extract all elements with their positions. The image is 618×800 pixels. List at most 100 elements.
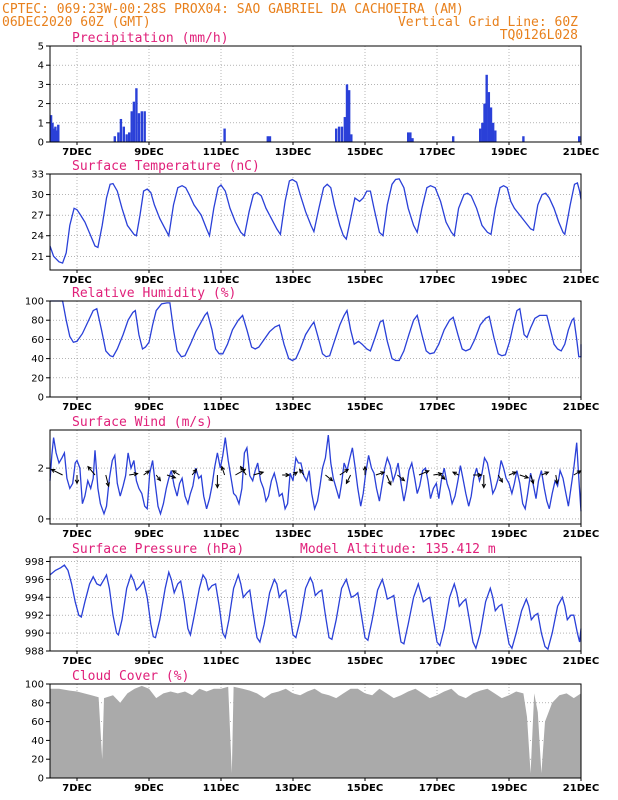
- x-tick-label: 11DEC: [203, 147, 239, 158]
- wind-vector: [240, 466, 247, 476]
- y-tick-label: 27: [31, 211, 44, 222]
- y-tick-label: 60: [31, 335, 44, 346]
- x-tick-label: 19DEC: [491, 656, 527, 667]
- x-tick-label: 21DEC: [563, 275, 599, 286]
- x-tick-label: 17DEC: [419, 402, 455, 413]
- x-tick-label: 11DEC: [203, 656, 239, 667]
- precip-bar: [143, 111, 146, 142]
- precip-bar: [223, 128, 226, 142]
- precip-bar: [491, 122, 495, 142]
- panel-0: Precipitation (mm/h) 0 1 2 3 4 5 7DEC 9DEC 11DEC 1…: [38, 31, 600, 158]
- wind-vector-head: [440, 475, 446, 481]
- wind-vector-head: [192, 468, 198, 474]
- panel-title: Precipitation (mm/h): [72, 31, 229, 46]
- precip-bar: [119, 118, 123, 142]
- wind-vector: [129, 473, 138, 476]
- precip-bar: [122, 126, 125, 142]
- x-tick-label: 7DEC: [62, 147, 91, 158]
- wind-vector-head: [344, 468, 350, 474]
- panel-title: Cloud Cover (%): [72, 669, 189, 684]
- x-tick-label: 13DEC: [275, 783, 311, 794]
- wind-vector: [191, 469, 197, 476]
- wind-vector: [345, 474, 352, 484]
- wind-vector-head: [285, 472, 291, 478]
- wind-vector: [299, 469, 305, 476]
- y-tick-label: 992: [25, 611, 44, 622]
- x-tick-label: 15DEC: [347, 402, 383, 413]
- y-tick-label: 80: [31, 698, 44, 709]
- y-tick-label: 24: [31, 231, 44, 242]
- header-date: 06DEC2020 60Z (GMT): [2, 15, 151, 30]
- x-tick-label: 17DEC: [419, 147, 455, 158]
- wind-vector-head: [259, 471, 265, 476]
- precip-bar: [411, 138, 414, 142]
- precip-bar: [54, 126, 57, 142]
- y-tick-label: 30: [31, 190, 44, 201]
- x-tick-label: 7DEC: [62, 529, 91, 540]
- precip-bar: [479, 128, 482, 142]
- x-tick-label: 11DEC: [203, 783, 239, 794]
- y-tick-label: 996: [25, 575, 44, 586]
- x-tick-label: 7DEC: [62, 783, 91, 794]
- wind-vector: [433, 473, 442, 476]
- y-tick-label: 1: [38, 118, 44, 129]
- x-tick-label: 7DEC: [62, 275, 91, 286]
- y-tick-label: 2: [38, 464, 44, 475]
- y-tick-label: 100: [25, 297, 44, 308]
- wind-vector: [87, 466, 96, 476]
- y-tick-label: 100: [25, 680, 44, 691]
- x-tick-label: 7DEC: [62, 656, 91, 667]
- precip-bar: [137, 113, 141, 142]
- wind-vector: [497, 474, 503, 483]
- x-tick-label: 21DEC: [563, 656, 599, 667]
- x-tick-label: 7DEC: [62, 402, 91, 413]
- panel-title: Surface Pressure (hPa): [72, 542, 244, 557]
- series-line: [49, 564, 582, 651]
- x-tick-label: 9DEC: [134, 147, 163, 158]
- wind-vector-head: [451, 471, 458, 476]
- wind-vector-head: [387, 480, 392, 486]
- wind-vector-head: [544, 471, 550, 476]
- wind-vector-head: [171, 474, 177, 479]
- wind-vector: [508, 471, 517, 476]
- x-tick-label: 21DEC: [563, 783, 599, 794]
- precip-bar: [350, 134, 353, 142]
- y-tick-label: 4: [38, 61, 44, 72]
- wind-vector: [253, 471, 264, 476]
- x-tick-label: 17DEC: [419, 783, 455, 794]
- panel-title: Relative Humidity (%): [72, 286, 236, 301]
- y-tick-label: 990: [25, 629, 44, 640]
- wind-vector-head: [477, 472, 483, 478]
- x-tick-label: 11DEC: [203, 275, 239, 286]
- wind-vector: [221, 466, 226, 476]
- y-tick-label: 33: [31, 170, 44, 181]
- x-tick-label: 17DEC: [419, 656, 455, 667]
- wind-vector-head: [511, 471, 518, 476]
- panel-4: Surface Pressure (hPa) Model Altitude: 13…: [25, 542, 599, 667]
- precip-bar: [132, 101, 136, 142]
- x-tick-label: 17DEC: [419, 275, 455, 286]
- x-tick-label: 11DEC: [203, 529, 239, 540]
- x-tick-label: 9DEC: [134, 275, 163, 286]
- x-tick-label: 17DEC: [419, 529, 455, 540]
- wind-vector-head: [400, 476, 406, 482]
- precip-bar: [125, 134, 128, 142]
- panel-title: Surface Temperature (nC): [72, 159, 260, 174]
- series-line: [49, 178, 582, 264]
- plot-frame: [49, 173, 582, 271]
- plot-frame: [49, 300, 582, 398]
- wind-vector: [418, 470, 429, 476]
- precip-bar: [52, 128, 56, 142]
- panel-annotation: Model Altitude: 135.412 m: [300, 542, 496, 557]
- precip-bar: [113, 136, 116, 142]
- precip-bar: [578, 136, 581, 142]
- precip-bar: [485, 74, 488, 142]
- header-line1: CPTEC: 069:23W-00:28S PROX04: SAO GABRIE…: [2, 2, 464, 17]
- y-tick-label: 5: [38, 42, 44, 53]
- wind-vector-head: [481, 483, 486, 489]
- precip-bar: [55, 130, 59, 142]
- x-tick-label: 9DEC: [134, 529, 163, 540]
- y-tick-label: 994: [25, 593, 44, 604]
- wind-vector-head: [87, 465, 92, 471]
